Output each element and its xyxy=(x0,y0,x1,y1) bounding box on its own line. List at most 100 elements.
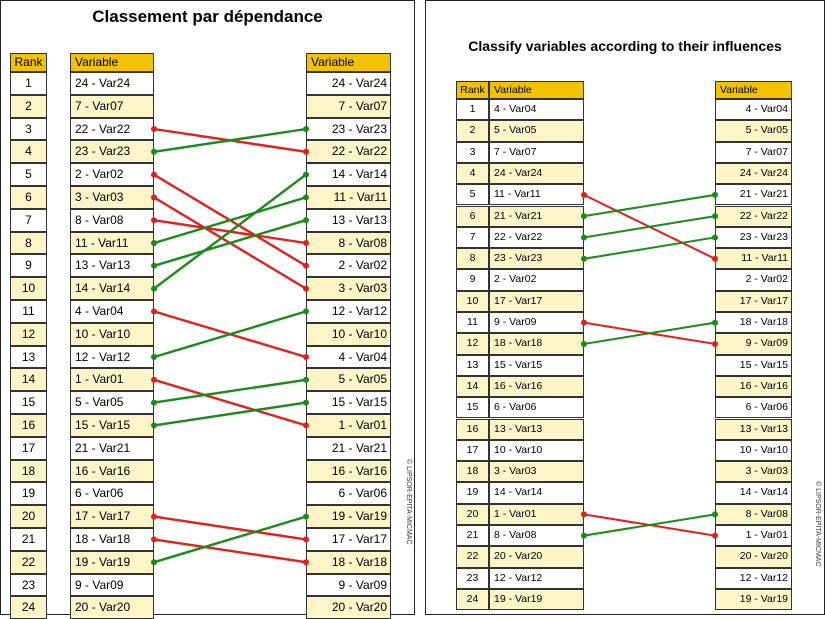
right-variable-cell: 16 - Var16 xyxy=(306,459,391,483)
variable-header-right: Variable xyxy=(306,53,391,72)
right-variable-cell: 18 - Var18 xyxy=(715,312,792,334)
variable-header: Variable xyxy=(489,81,584,99)
rank-change-endpoint xyxy=(712,319,718,326)
variable-header: Variable xyxy=(70,53,154,72)
rank-cell: 15 xyxy=(10,391,47,414)
rank-cell: 4 xyxy=(456,162,489,185)
rank-cell: 21 xyxy=(456,525,489,547)
right-variable-cell: 5 - Var05 xyxy=(306,368,391,392)
rank-cell: 13 xyxy=(456,354,489,376)
left-variable-cell: 2 - Var02 xyxy=(489,269,584,291)
right-variable-cell: 22 - Var22 xyxy=(715,205,792,227)
rank-change-endpoint xyxy=(151,513,157,520)
right-variable-cell: 17 - Var17 xyxy=(715,290,792,312)
rank-change-endpoint xyxy=(151,148,157,155)
right-variable-cell: 21 - Var21 xyxy=(306,436,391,460)
rank-cell: 16 xyxy=(456,418,489,440)
left-variable-cell: 7 - Var07 xyxy=(489,141,584,163)
rank-cell: 24 xyxy=(10,596,47,619)
right-variable-cell: 18 - Var18 xyxy=(306,550,391,574)
left-variable-cell: 21 - Var21 xyxy=(70,436,154,460)
rank-change-endpoint xyxy=(581,319,587,326)
left-variable-cell: 5 - Var05 xyxy=(489,120,584,142)
rank-change-endpoint xyxy=(581,191,587,198)
left-variable-cell: 10 - Var10 xyxy=(70,322,154,346)
left-variable-cell: 13 - Var13 xyxy=(489,418,584,440)
rank-change-endpoint xyxy=(151,126,157,132)
rank-change-line xyxy=(153,378,307,427)
rank-change-endpoint xyxy=(303,262,309,269)
rank-change-endpoint xyxy=(151,308,157,315)
right-variable-cell: 15 - Var15 xyxy=(306,391,391,414)
left-variable-cell: 23 - Var23 xyxy=(489,248,584,270)
left-variable-cell: 11 - Var11 xyxy=(70,231,154,255)
rank-change-endpoint xyxy=(581,340,587,347)
rank-change-line xyxy=(583,215,716,239)
right-variable-cell: 8 - Var08 xyxy=(715,503,792,525)
rank-change-endpoint xyxy=(303,194,309,201)
left-variable-cell: 6 - Var06 xyxy=(70,482,154,506)
rank-cell: 8 xyxy=(10,231,47,255)
rank-change-endpoint xyxy=(581,234,587,241)
rank-change-endpoint xyxy=(151,262,157,269)
left-variable-cell: 9 - Var09 xyxy=(70,573,154,597)
rank-cell: 12 xyxy=(10,322,47,346)
rank-change-endpoint xyxy=(151,354,157,360)
rank-change-endpoint xyxy=(151,399,157,406)
rank-cell: 11 xyxy=(10,300,47,323)
right-variable-cell: 9 - Var09 xyxy=(306,573,391,597)
rank-cell: 9 xyxy=(10,254,47,278)
rank-cell: 9 xyxy=(456,269,489,291)
rank-change-line xyxy=(583,513,716,537)
rank-cell: 5 xyxy=(10,163,47,186)
rank-change-endpoint xyxy=(303,217,309,224)
rank-cell: 2 xyxy=(10,94,47,118)
rank-change-endpoint xyxy=(151,171,157,178)
left-variable-cell: 1 - Var01 xyxy=(70,368,154,392)
right-variable-cell: 13 - Var13 xyxy=(306,208,391,232)
rank-change-endpoint xyxy=(303,148,309,155)
rank-change-endpoint xyxy=(581,255,587,262)
rank-change-endpoint xyxy=(303,354,309,360)
left-variable-cell: 14 - Var14 xyxy=(489,482,584,504)
rank-change-line xyxy=(153,127,307,153)
rank-change-line xyxy=(153,310,307,359)
rank-cell: 6 xyxy=(10,186,47,209)
rank-change-endpoint xyxy=(712,511,718,518)
rank-change-line xyxy=(583,193,716,218)
right-variable-cell: 5 - Var05 xyxy=(715,120,792,142)
copyright-notice: © LIPSOR-EPITA-MICMAC xyxy=(814,481,821,567)
left-variable-cell: 24 - Var24 xyxy=(489,162,584,185)
right-variable-cell: 24 - Var24 xyxy=(306,72,391,95)
rank-change-endpoint xyxy=(303,559,309,566)
left-variable-cell: 21 - Var21 xyxy=(489,205,584,227)
rank-change-lines xyxy=(581,191,718,539)
rank-change-lines xyxy=(151,126,309,566)
rank-change-endpoint xyxy=(151,285,157,292)
rank-cell: 14 xyxy=(10,368,47,392)
right-variable-cell: 1 - Var01 xyxy=(715,525,792,547)
rank-cell: 8 xyxy=(456,248,489,270)
right-variable-cell: 14 - Var14 xyxy=(715,482,792,504)
rank-change-line xyxy=(153,538,307,564)
left-variable-cell: 16 - Var16 xyxy=(70,459,154,483)
rank-cell: 17 xyxy=(10,436,47,460)
right-variable-cell: 6 - Var06 xyxy=(715,397,792,419)
rank-header: Rank xyxy=(10,53,47,72)
rank-cell: 20 xyxy=(10,505,47,528)
right-variable-cell: 11 - Var11 xyxy=(715,248,792,270)
rank-cell: 19 xyxy=(10,482,47,506)
rank-change-endpoint xyxy=(303,422,309,429)
left-variable-cell: 11 - Var11 xyxy=(489,184,584,206)
left-variable-cell: 20 - Var20 xyxy=(489,546,584,568)
left-variable-cell: 12 - Var12 xyxy=(70,345,154,369)
left-variable-cell: 17 - Var17 xyxy=(70,505,154,528)
rank-cell: 12 xyxy=(456,333,489,355)
right-variable-cell: 10 - Var10 xyxy=(306,322,391,346)
rank-change-endpoint xyxy=(303,126,309,132)
left-variable-cell: 4 - Var04 xyxy=(489,99,584,121)
left-variable-cell: 16 - Var16 xyxy=(489,375,584,398)
rank-change-endpoint xyxy=(303,308,309,315)
rank-change-line xyxy=(153,401,307,427)
rank-cell: 14 xyxy=(456,375,489,398)
